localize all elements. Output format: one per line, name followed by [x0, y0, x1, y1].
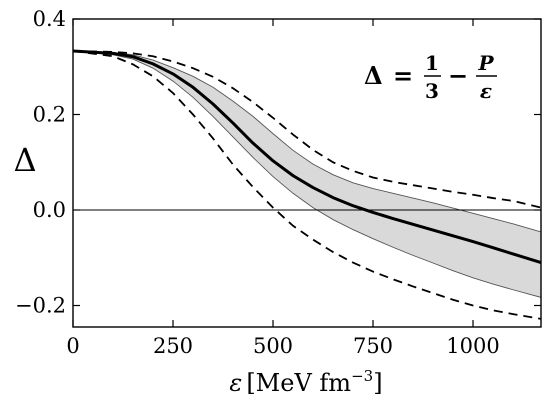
y-tick-label: 0.2	[33, 103, 66, 127]
formula-frac1-numerator: 1	[425, 51, 439, 75]
formula-annotation: Δ = 1 3 − P ε	[364, 51, 497, 103]
plot-frame	[72, 18, 542, 328]
axes: 0 250 500 750 1000 −0.2 0.0 0.2 0.4	[15, 7, 542, 358]
x-tick-label: 0	[66, 334, 79, 358]
series-line-solid-thick	[73, 49, 541, 264]
x-tick-label: 500	[253, 334, 293, 358]
formula-equals: =	[393, 61, 413, 90]
x-tick-label: 250	[153, 334, 193, 358]
band-upper-edge	[73, 50, 541, 233]
formula-minus: −	[448, 61, 468, 90]
y-tick-label: −0.2	[15, 294, 66, 318]
x-tick-label: 750	[353, 334, 393, 358]
uncertainty-band	[73, 50, 541, 298]
y-tick-label: 0.0	[33, 198, 66, 222]
formula-frac2-denominator: ε	[480, 79, 492, 103]
y-axis-label: Δ	[13, 141, 36, 179]
formula-lhs: Δ	[364, 61, 383, 90]
x-axis-unit: [MeV fm	[246, 369, 351, 397]
chart-marks	[73, 49, 541, 320]
x-tick-label: 1000	[446, 334, 499, 358]
series-line-dashed-upper	[73, 50, 541, 209]
x-axis-unit-exponent: −3	[351, 367, 373, 385]
formula-frac1-denominator: 3	[425, 79, 439, 103]
x-axis-unit-close: ]	[373, 369, 382, 397]
x-axis-label: ε [MeV fm−3]	[229, 367, 382, 397]
y-tick-label: 0.4	[33, 7, 66, 31]
formula-frac2-numerator: P	[477, 51, 494, 75]
band-lower-edge	[73, 50, 541, 298]
x-axis-symbol: ε	[229, 369, 242, 397]
